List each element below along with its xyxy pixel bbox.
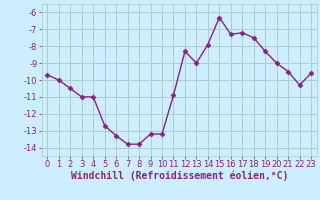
X-axis label: Windchill (Refroidissement éolien,°C): Windchill (Refroidissement éolien,°C) (70, 171, 288, 181)
